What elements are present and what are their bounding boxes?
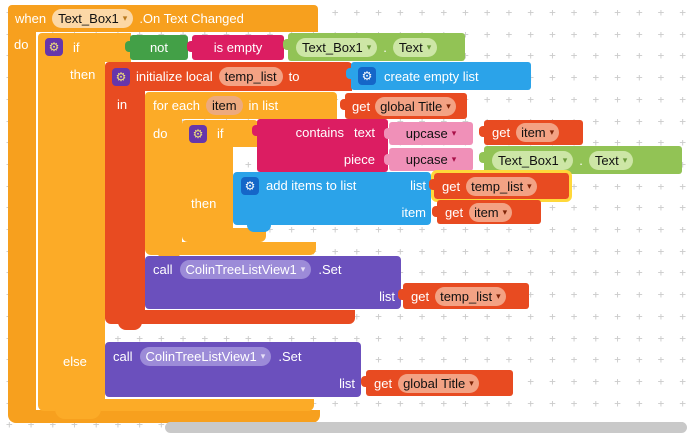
component-dropdown[interactable]: Text_Box1 ▾ bbox=[52, 9, 134, 28]
loop-var-field[interactable]: item bbox=[205, 96, 243, 115]
when-block-spine[interactable] bbox=[8, 31, 36, 410]
init-local-spine[interactable] bbox=[105, 91, 145, 310]
init-local-header[interactable]: ⚙ initialize local temp_list to bbox=[105, 62, 352, 91]
contains-block[interactable]: contains text piece bbox=[252, 119, 388, 172]
variable-dropdown[interactable]: temp_list ▾ bbox=[466, 176, 537, 196]
add-items-bottom-tab bbox=[247, 225, 271, 232]
component-dropdown[interactable]: ColinTreeListView1 ▾ bbox=[139, 346, 272, 366]
inner-if-bottom[interactable] bbox=[182, 228, 266, 242]
outer-if-spine[interactable] bbox=[38, 33, 105, 399]
when-keyword: when bbox=[15, 11, 47, 26]
get-temp-list-2[interactable]: get temp_list ▾ bbox=[398, 283, 529, 309]
component-dropdown[interactable]: Text_Box1 ▾ bbox=[492, 150, 574, 170]
get-item-1[interactable]: get item ▾ bbox=[479, 120, 583, 145]
mutator-gear-icon[interactable]: ⚙ bbox=[189, 124, 207, 143]
property-dropdown[interactable]: Text ▾ bbox=[588, 150, 634, 170]
logic-not-block[interactable]: not bbox=[125, 35, 188, 60]
textbox-text-getter-1[interactable]: Text_Box1 ▾ . Text ▾ bbox=[283, 33, 465, 61]
outer-if-else-label: else bbox=[63, 354, 87, 369]
mutator-gear-icon[interactable]: ⚙ bbox=[241, 176, 259, 195]
event-name: .On Text Changed bbox=[139, 11, 244, 26]
inner-if-spine[interactable] bbox=[182, 147, 233, 228]
call-set-block-else[interactable]: call ColinTreeListView1 ▾ .Set list bbox=[105, 342, 361, 397]
component-dropdown[interactable]: Text_Box1 ▾ bbox=[296, 37, 378, 57]
inner-if-then-label: then bbox=[191, 196, 217, 211]
dot-separator: . bbox=[579, 152, 583, 168]
do-label: do bbox=[14, 37, 29, 52]
dropdown-arrow-icon[interactable]: ▾ bbox=[451, 154, 457, 164]
variable-dropdown[interactable]: global Title ▾ bbox=[398, 373, 479, 393]
get-global-title-2[interactable]: get global Title ▾ bbox=[361, 370, 513, 396]
upcase-block-1[interactable]: upcase ▾ bbox=[384, 122, 473, 145]
init-local-bottom[interactable] bbox=[105, 310, 355, 324]
is-empty-block[interactable]: is empty bbox=[187, 35, 284, 60]
for-each-header[interactable]: for each item in list bbox=[145, 92, 337, 119]
get-temp-list-1-selected[interactable]: get temp_list ▾ bbox=[429, 170, 572, 202]
dot-separator: . bbox=[383, 39, 387, 55]
textbox-text-getter-2[interactable]: Text_Box1 ▾ . Text ▾ bbox=[479, 146, 682, 174]
dropdown-arrow-icon: ▾ bbox=[502, 206, 508, 217]
inner-if-header[interactable]: ⚙ if bbox=[182, 120, 258, 147]
variable-dropdown[interactable]: temp_list ▾ bbox=[435, 286, 506, 306]
property-dropdown[interactable]: Text ▾ bbox=[392, 37, 438, 57]
get-global-title-1[interactable]: get global Title ▾ bbox=[340, 93, 467, 119]
dropdown-arrow-icon: ▾ bbox=[622, 154, 628, 165]
create-empty-list-block[interactable]: ⚙ create empty list bbox=[346, 62, 531, 90]
upcase-block-2[interactable]: upcase ▾ bbox=[384, 148, 473, 171]
mutator-gear-icon[interactable]: ⚙ bbox=[358, 67, 376, 85]
variable-dropdown[interactable]: item ▾ bbox=[516, 123, 560, 142]
outer-if-label: if bbox=[73, 40, 80, 55]
outer-if-bottom[interactable] bbox=[38, 399, 314, 411]
get-item-2[interactable]: get item ▾ bbox=[432, 200, 541, 224]
component-dropdown[interactable]: ColinTreeListView1 ▾ bbox=[179, 260, 312, 279]
dropdown-arrow-icon[interactable]: ▾ bbox=[451, 128, 457, 138]
dropdown-arrow-icon: ▾ bbox=[426, 41, 432, 52]
outer-if-bottom-tab bbox=[55, 409, 101, 419]
dropdown-arrow-icon: ▾ bbox=[122, 13, 128, 23]
mutator-gear-icon[interactable]: ⚙ bbox=[112, 67, 130, 86]
dropdown-arrow-icon: ▾ bbox=[562, 154, 568, 165]
dropdown-arrow-icon: ▾ bbox=[549, 127, 555, 137]
init-local-bottom-tab bbox=[118, 322, 142, 330]
dropdown-arrow-icon: ▾ bbox=[300, 264, 306, 274]
dropdown-arrow-icon: ▾ bbox=[446, 100, 451, 111]
dropdown-arrow-icon: ▾ bbox=[496, 290, 501, 301]
mutator-gear-icon[interactable]: ⚙ bbox=[45, 38, 63, 56]
dropdown-arrow-icon: ▾ bbox=[366, 41, 372, 52]
when-event-block-header[interactable]: when Text_Box1 ▾ .On Text Changed bbox=[8, 5, 318, 32]
dropdown-arrow-icon: ▾ bbox=[469, 377, 474, 388]
inner-if-bottom-tab bbox=[195, 240, 217, 247]
dropdown-arrow-icon: ▾ bbox=[260, 350, 266, 361]
for-each-do-label: do bbox=[153, 126, 168, 141]
for-each-spine[interactable] bbox=[145, 119, 182, 242]
for-each-bottom[interactable] bbox=[145, 242, 316, 255]
init-local-in-label: in bbox=[117, 97, 128, 112]
local-var-name-field[interactable]: temp_list bbox=[218, 67, 283, 86]
horizontal-scrollbar[interactable] bbox=[165, 422, 687, 433]
outer-if-then-label: then bbox=[70, 67, 96, 82]
variable-dropdown[interactable]: global Title ▾ bbox=[375, 96, 456, 116]
call-set-block-then[interactable]: call ColinTreeListView1 ▾ .Set list bbox=[145, 256, 401, 309]
add-items-to-list-block[interactable]: ⚙ add items to list list item bbox=[233, 172, 431, 225]
dropdown-arrow-icon: ▾ bbox=[527, 180, 532, 191]
variable-dropdown[interactable]: item ▾ bbox=[469, 202, 513, 222]
